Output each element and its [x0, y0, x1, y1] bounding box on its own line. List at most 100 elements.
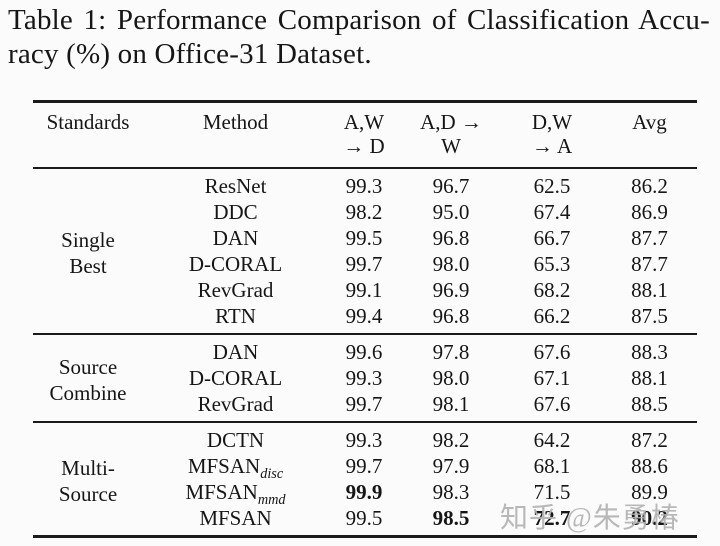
- table-row: MFSANmmd 99.9 98.3 71.5 89.9: [33, 479, 697, 509]
- value-cell: 71.5: [533, 480, 571, 504]
- group-label-line: Combine: [49, 381, 127, 405]
- value-cell: 98.0: [432, 252, 470, 276]
- value-cell: 68.1: [533, 454, 571, 478]
- value-cell: 65.3: [533, 252, 571, 276]
- value-cell: 96.8: [432, 226, 470, 250]
- value-cell: 88.5: [631, 392, 668, 416]
- value-cell: 99.1: [345, 278, 383, 302]
- table-row: D-CORAL 99.7 98.0 65.3 87.7: [33, 251, 697, 277]
- value-cell: 99.7: [345, 392, 383, 416]
- column-header-line: A,D →: [420, 110, 482, 134]
- value-cell: 88.3: [631, 340, 668, 364]
- value-cell: 97.9: [432, 454, 470, 478]
- table-row: Multi- Source DCTN 99.3 98.2 64.2 87.2: [33, 422, 697, 506]
- value-cell: 99.3: [345, 174, 383, 198]
- value-cell: 72.7: [533, 506, 571, 530]
- column-header-0: Standards: [33, 102, 143, 169]
- value-cell: 62.5: [533, 174, 571, 198]
- column-header-4: D,W → A: [502, 102, 602, 169]
- method-subscript: mmd: [257, 492, 286, 509]
- group-label: Source Combine: [33, 334, 143, 422]
- method-cell: D-CORAL: [188, 252, 283, 276]
- value-cell: 99.6: [345, 340, 383, 364]
- column-header-line: Method: [202, 110, 269, 134]
- value-cell: 88.1: [631, 278, 668, 302]
- value-cell: 67.6: [533, 392, 571, 416]
- method-cell: DCTN: [206, 428, 265, 452]
- group-label: Single Best: [33, 168, 143, 334]
- value-cell: 99.4: [345, 304, 383, 328]
- method-cell: ResNet: [204, 174, 267, 198]
- column-header-1: Method: [143, 102, 328, 169]
- table-row: MFSAN 99.5 98.5 72.7 90.2: [33, 505, 697, 537]
- value-cell: 98.2: [345, 200, 383, 224]
- column-header-line: Avg: [632, 110, 667, 134]
- value-cell: 67.6: [533, 340, 571, 364]
- method-cell: RTN: [215, 304, 256, 328]
- results-table: Standards Method A,W → D A,D → W D,W → A Avg Sin…: [33, 100, 697, 538]
- value-cell: 88.6: [631, 454, 668, 478]
- value-cell: 99.3: [345, 366, 383, 390]
- column-header-line: → D: [343, 134, 385, 158]
- value-cell: 88.1: [631, 366, 668, 390]
- column-header-3: A,D → W: [400, 102, 502, 169]
- method-cell: MFSANmmd: [185, 480, 286, 509]
- value-cell: 86.9: [631, 200, 668, 224]
- method-cell: RevGrad: [197, 278, 274, 302]
- value-cell: 90.2: [631, 506, 668, 530]
- group-label-line: Single: [61, 228, 115, 252]
- column-header-2: A,W → D: [328, 102, 400, 169]
- results-table-wrapper: Standards Method A,W → D A,D → W D,W → A Avg Sin…: [33, 100, 697, 538]
- value-cell: 99.5: [345, 226, 383, 250]
- table-row: RTN 99.4 96.8 66.2 87.5: [33, 303, 697, 334]
- zhihu-watermark: 知乎 @朱勇椿: [500, 503, 680, 534]
- value-cell: 64.2: [533, 428, 571, 452]
- table-row: Single Best ResNet 99.3 96.7 62.5 86.2: [33, 168, 697, 278]
- table-group-2: Multi- Source DCTN 99.3 98.2 64.2 87.2 MFSANdis…: [33, 422, 697, 537]
- value-cell: 99.5: [345, 506, 383, 530]
- method-cell: DDC: [213, 200, 258, 224]
- value-cell: 98.1: [432, 392, 470, 416]
- method-cell: MFSANdisc: [187, 454, 284, 483]
- caption-line-2: racy (%) on Office-31 Dataset.: [8, 38, 372, 70]
- value-cell: 95.0: [432, 200, 470, 224]
- value-cell: 97.8: [432, 340, 470, 364]
- caption-line-1: Table 1: Performance Comparison of Class…: [8, 4, 710, 36]
- value-cell: 98.5: [432, 506, 470, 530]
- table-row: D-CORAL 99.3 98.0 67.1 88.1: [33, 365, 697, 391]
- value-cell: 89.9: [631, 480, 668, 504]
- value-cell: 86.2: [631, 174, 668, 198]
- value-cell: 66.7: [533, 226, 571, 250]
- group-label-line: Best: [69, 254, 107, 278]
- value-cell: 87.7: [631, 252, 668, 276]
- value-cell: 99.9: [345, 480, 383, 504]
- table-row: DDC 98.2 95.0 67.4 86.9: [33, 199, 697, 225]
- column-header-line: Standards: [46, 110, 130, 134]
- column-header-line: → A: [531, 134, 573, 158]
- table-group-1: Source Combine DAN 99.6 97.8 67.6 88.3 D-CORAL 9…: [33, 334, 697, 422]
- value-cell: 87.5: [631, 304, 668, 328]
- value-cell: 99.7: [345, 454, 383, 478]
- method-cell: RevGrad: [197, 392, 274, 416]
- table-row: Source Combine DAN 99.6 97.8 67.6 88.3: [33, 334, 697, 405]
- table-header: Standards Method A,W → D A,D → W D,W → A Avg: [33, 101, 697, 169]
- value-cell: 98.3: [432, 480, 470, 504]
- table-row: MFSANdisc 99.7 97.9 68.1 88.6: [33, 453, 697, 483]
- table-caption: Table 1: Performance Comparison of Class…: [8, 3, 710, 71]
- value-cell: 68.2: [533, 278, 571, 302]
- value-cell: 96.7: [432, 174, 470, 198]
- table-row: DAN 99.5 96.8 66.7 87.7: [33, 225, 697, 251]
- value-cell: 67.4: [533, 200, 571, 224]
- group-label-line: Multi-: [61, 456, 115, 480]
- value-cell: 66.2: [533, 304, 571, 328]
- value-cell: 87.7: [631, 226, 668, 250]
- method-cell: DAN: [212, 226, 259, 250]
- value-cell: 96.9: [432, 278, 470, 302]
- method-cell: MFSAN: [199, 506, 272, 530]
- value-cell: 87.2: [631, 428, 668, 452]
- method-subscript: disc: [260, 466, 284, 483]
- value-cell: 99.7: [345, 252, 383, 276]
- table-group-0: Single Best ResNet 99.3 96.7 62.5 86.2 DDC 98.2 9…: [33, 168, 697, 334]
- group-label: Multi- Source: [33, 422, 143, 537]
- table-row: RevGrad 99.1 96.9 68.2 88.1: [33, 277, 697, 303]
